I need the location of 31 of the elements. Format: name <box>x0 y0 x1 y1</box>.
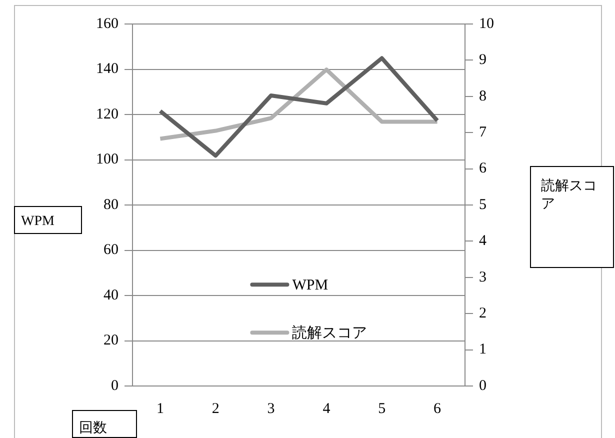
legend-label: WPM <box>292 278 328 294</box>
y-tick-label: 20 <box>104 332 118 349</box>
y2-tick-label: 6 <box>479 160 487 177</box>
y2-tick-label: 7 <box>479 124 487 141</box>
x-tick-label: 4 <box>322 400 331 417</box>
y-tick-label: 120 <box>96 106 118 122</box>
x-tick-label: 5 <box>378 400 386 417</box>
y-tick-label: 140 <box>96 61 118 78</box>
y-tick-label: 0 <box>111 378 118 394</box>
y2-tick-label: 3 <box>479 269 486 286</box>
y2-tick-label: 2 <box>479 306 486 322</box>
x-tick-label: 3 <box>267 400 275 417</box>
y2-tick-label: 10 <box>479 16 494 32</box>
legend-label: 読解スコア <box>292 324 368 342</box>
x-tick-label: 6 <box>434 400 442 417</box>
y-tick-label: 160 <box>96 16 118 32</box>
x-tick-label: 1 <box>156 400 164 417</box>
y2-tick-label: 0 <box>479 378 486 394</box>
x-tick-label: 2 <box>212 400 220 417</box>
y2-tick-label: 8 <box>479 88 486 104</box>
x-axis-title: 回数 <box>72 410 137 438</box>
y-tick-label: 80 <box>104 196 118 213</box>
y2-tick-label: 1 <box>479 342 486 358</box>
y-tick-label: 100 <box>96 152 118 168</box>
y2-tick-label: 9 <box>479 52 486 68</box>
y2-tick-label: 4 <box>479 233 487 250</box>
y-axis-title: WPM <box>14 206 82 234</box>
y-tick-label: 40 <box>104 287 118 304</box>
y-tick-label: 60 <box>104 242 118 258</box>
y2-axis-title: 読解スコア <box>530 166 614 268</box>
y2-tick-label: 5 <box>479 196 486 213</box>
